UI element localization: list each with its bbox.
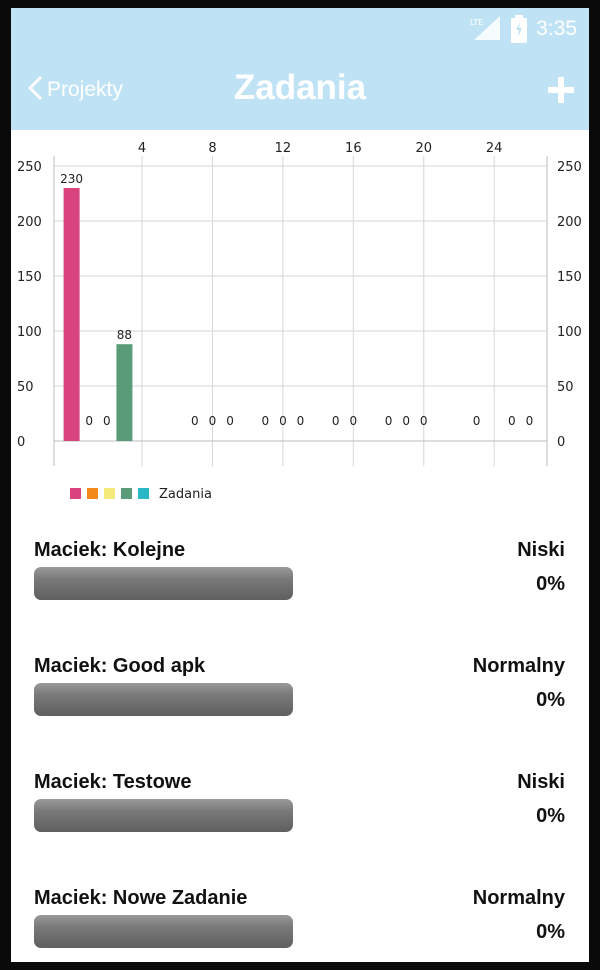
bar-value-label: 0 xyxy=(85,414,93,428)
back-button-label: Projekty xyxy=(47,78,123,101)
x-tick-label: 4 xyxy=(138,141,146,156)
y-right-tick-label: 100 xyxy=(557,325,582,340)
y-right-tick-label: 250 xyxy=(557,160,582,175)
y-right-tick-label: 150 xyxy=(557,270,582,285)
task-progress-bar xyxy=(34,683,293,716)
bar-value-label: 0 xyxy=(279,414,287,428)
task-item[interactable]: Maciek: Nowe Zadanie Normalny 0% xyxy=(11,881,589,962)
legend-swatch xyxy=(87,488,98,499)
task-priority: Normalny xyxy=(472,655,565,677)
status-bar: LTE 3:35 xyxy=(468,14,577,44)
bar-value-label: 0 xyxy=(420,414,428,428)
legend-swatch xyxy=(138,488,149,499)
bar-value-label: 0 xyxy=(226,414,234,428)
bar-value-label: 0 xyxy=(209,414,217,428)
chevron-left-icon xyxy=(27,76,43,105)
battery-icon xyxy=(510,15,528,43)
signal-icon: LTE xyxy=(468,16,502,42)
task-progress-bar xyxy=(34,567,293,600)
y-tick-label: 0 xyxy=(17,435,25,450)
task-item[interactable]: Maciek: Good apk Normalny 0% xyxy=(11,649,589,759)
screen: LTE 3:35 Projekty Zadania xyxy=(11,8,589,962)
x-tick-label: 16 xyxy=(345,141,362,156)
bar-value-label: 0 xyxy=(297,414,305,428)
bar-value-label: 0 xyxy=(103,414,111,428)
bar-value-label: 230 xyxy=(60,172,83,186)
y-right-tick-label: 50 xyxy=(557,380,574,395)
task-item[interactable]: Maciek: Testowe Niski 0% xyxy=(11,765,589,875)
add-task-button[interactable] xyxy=(543,72,579,108)
x-tick-label: 8 xyxy=(208,141,216,156)
x-tick-label: 24 xyxy=(486,141,503,156)
task-item[interactable]: Maciek: Kolejne Niski 0% xyxy=(11,533,589,643)
bar-value-label: 0 xyxy=(261,414,269,428)
y-tick-label: 200 xyxy=(17,215,42,230)
tasks-chart: 0 0 50 50 100 100 150 150 200 200 250 250 4 8 12 16 20 24… xyxy=(11,132,589,512)
network-label: LTE xyxy=(470,18,483,27)
task-name: Maciek: Testowe xyxy=(34,771,192,793)
task-percent: 0% xyxy=(536,805,565,827)
bar xyxy=(63,188,80,441)
task-name: Maciek: Good apk xyxy=(34,655,206,677)
task-progress-bar xyxy=(34,915,293,948)
task-percent: 0% xyxy=(536,921,565,943)
legend-label: Zadania xyxy=(159,487,212,502)
task-percent: 0% xyxy=(536,689,565,711)
bar-value-label: 0 xyxy=(473,414,481,428)
bar xyxy=(116,344,133,441)
legend-swatch xyxy=(121,488,132,499)
x-tick-label: 20 xyxy=(415,141,432,156)
y-tick-label: 250 xyxy=(17,160,42,175)
bar-value-label: 0 xyxy=(385,414,393,428)
y-tick-label: 50 xyxy=(17,380,34,395)
status-time: 3:35 xyxy=(536,17,577,40)
task-priority: Normalny xyxy=(472,887,565,909)
bar-value-label: 0 xyxy=(508,414,516,428)
task-progress-bar xyxy=(34,799,293,832)
task-name: Maciek: Nowe Zadanie xyxy=(34,887,248,909)
y-tick-label: 150 xyxy=(17,270,42,285)
task-priority: Niski xyxy=(517,771,565,793)
bar-value-label: 88 xyxy=(117,328,132,342)
back-button[interactable]: Projekty xyxy=(27,74,123,106)
bar-value-label: 0 xyxy=(350,414,358,428)
bar-value-label: 0 xyxy=(402,414,410,428)
plus-icon xyxy=(548,77,574,103)
task-priority: Niski xyxy=(517,539,565,561)
bar-value-label: 0 xyxy=(191,414,199,428)
app-bar: LTE 3:35 Projekty Zadania xyxy=(11,8,589,130)
y-right-tick-label: 0 xyxy=(557,435,565,450)
bar-value-label: 0 xyxy=(526,414,534,428)
y-tick-label: 100 xyxy=(17,325,42,340)
x-tick-label: 12 xyxy=(275,141,292,156)
y-right-tick-label: 200 xyxy=(557,215,582,230)
legend-swatch xyxy=(104,488,115,499)
task-name: Maciek: Kolejne xyxy=(34,539,186,561)
task-percent: 0% xyxy=(536,573,565,595)
bar-value-label: 0 xyxy=(332,414,340,428)
legend-swatch xyxy=(70,488,81,499)
